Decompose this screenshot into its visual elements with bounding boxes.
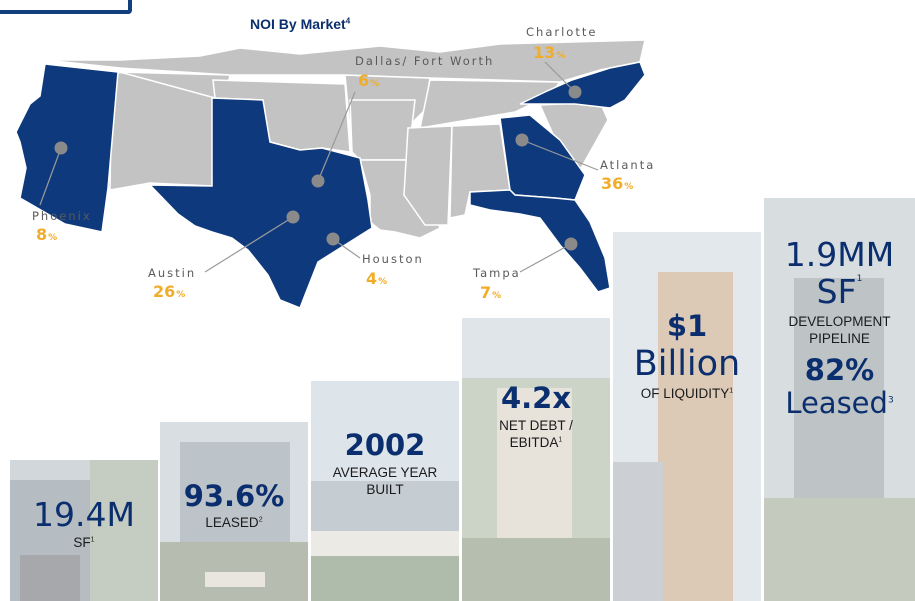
- stat-panel-net-debt-ebitda: 4.2x NET DEBT / EBITDA1: [462, 318, 610, 601]
- map-state-mississippi: [403, 125, 453, 226]
- us-sunbelt-map: [15, 39, 646, 309]
- stat-pipeline-value: 1.9MM: [784, 235, 895, 274]
- map-marker-phoenix: [54, 141, 68, 155]
- map-marker-dallas: [311, 174, 325, 188]
- market-value-dallas: 6%: [358, 71, 380, 90]
- stat-pipeline-label-line2: PIPELINE: [809, 330, 870, 346]
- map-marker-houston: [326, 232, 340, 246]
- stat-year-label-line1: AVERAGE YEAR: [332, 465, 438, 480]
- map-marker-atlanta: [515, 133, 529, 147]
- stat-liquidity-label: OF LIQUIDITY1: [640, 386, 734, 401]
- stat-year-label-line2: BUILT: [366, 481, 404, 497]
- market-value-austin: 26%: [153, 282, 186, 301]
- stat-sf-value: 19.4M: [33, 495, 135, 534]
- market-label-austin: Austin: [148, 266, 197, 280]
- stat-panel-average-year-built: 2002 AVERAGE YEAR BUILT: [311, 381, 459, 601]
- stat-leased-label: LEASED2: [205, 515, 263, 530]
- stat-pipeline-label-line1: DEVELOPMENT: [788, 314, 891, 329]
- map-state-northern-band: [44, 39, 646, 83]
- stat-panel-development-pipeline: 1.9MM SF1 DEVELOPMENT PIPELINE 82% Lease…: [764, 198, 915, 601]
- stat-panel-liquidity: $1 Billion OF LIQUIDITY1: [613, 232, 761, 601]
- map-state-texas: [148, 97, 373, 309]
- stat-pipeline-unit: SF1: [816, 272, 863, 311]
- stat-debt-label-line2: EBITDA1: [509, 434, 563, 450]
- map-marker-austin: [286, 210, 300, 224]
- map-state-arkansas: [349, 99, 416, 161]
- stat-panel-square-feet: 19.4M SF1: [10, 460, 158, 601]
- map-title: NOI By Market4: [250, 16, 351, 32]
- market-label-tampa: Tampa: [473, 266, 521, 280]
- stat-pipeline-leased-label: Leased3: [785, 385, 894, 420]
- map-state-florida: [469, 189, 611, 293]
- market-value-atlanta: 36%: [601, 174, 634, 193]
- market-label-atlanta: Atlanta: [600, 158, 656, 172]
- market-value-tampa: 7%: [480, 283, 502, 302]
- stat-year-value: 2002: [344, 428, 426, 462]
- market-value-charlotte: 13%: [533, 43, 566, 62]
- map-state-north-carolina: [519, 61, 646, 109]
- map-marker-tampa: [564, 237, 578, 251]
- stat-pipeline-leased-value: 82%: [804, 352, 875, 387]
- stat-leased-value: 93.6%: [183, 479, 285, 513]
- stat-debt-value: 4.2x: [500, 381, 572, 415]
- corner-frame: [0, 0, 132, 14]
- map-marker-charlotte: [568, 85, 582, 99]
- stat-liquidity-value-unit: Billion: [633, 344, 741, 384]
- market-label-charlotte: Charlotte: [526, 25, 598, 39]
- stat-sf-label: SF1: [73, 535, 95, 550]
- market-label-dallas: Dallas/ Fort Worth: [355, 54, 495, 68]
- stat-liquidity-value-amount: $1: [666, 309, 708, 343]
- market-value-houston: 4%: [366, 269, 388, 288]
- stat-debt-label-line1: NET DEBT /: [499, 418, 573, 433]
- stat-panel-leased: 93.6% LEASED2: [160, 422, 308, 601]
- market-value-phoenix: 8%: [36, 225, 58, 244]
- market-label-phoenix: Phoenix: [32, 209, 92, 223]
- market-label-houston: Houston: [362, 252, 424, 266]
